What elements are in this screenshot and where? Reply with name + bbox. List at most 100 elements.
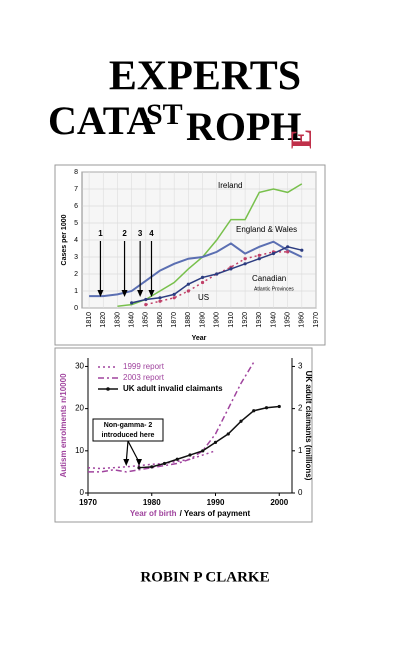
- arrow: [127, 440, 140, 463]
- y-tick-label: 20: [75, 404, 84, 413]
- arrow: [125, 440, 129, 463]
- arrow-label: 1: [98, 229, 103, 238]
- author: ROBIN P CLARKE: [140, 569, 269, 585]
- point: [257, 257, 261, 261]
- annotation-text: introduced here: [102, 432, 155, 439]
- y-tick-label: 5: [74, 220, 78, 227]
- point: [229, 267, 233, 271]
- arrow-head: [148, 290, 155, 297]
- point: [188, 453, 192, 457]
- x-tick-label: 1990: [207, 498, 225, 507]
- arrow-head: [121, 290, 128, 297]
- arrow-head: [97, 290, 104, 297]
- point: [243, 257, 247, 261]
- y-tick-label: 3: [74, 254, 78, 261]
- series-label: US: [198, 293, 209, 302]
- legend-label: UK adult invalid claimants: [123, 384, 223, 393]
- x-tick-label: 1870: [171, 312, 178, 328]
- point: [175, 457, 179, 461]
- x-tick-label: 1930: [256, 312, 263, 328]
- point: [271, 252, 276, 256]
- legend-marker: [106, 387, 110, 391]
- x-tick-label: 1860: [157, 312, 164, 328]
- arrow-head: [123, 459, 130, 466]
- point: [239, 419, 243, 423]
- x-tick-label: 1900: [214, 312, 221, 328]
- series-note: Atlantic Provinces: [254, 286, 294, 292]
- y-axis-label: Cases per 1000: [61, 214, 68, 265]
- point: [215, 272, 219, 276]
- legend-label: 2003 report: [123, 373, 165, 382]
- x-tick-label: 1840: [128, 312, 135, 328]
- point: [158, 299, 162, 303]
- x-axis-label-part: / Years of payment: [180, 509, 251, 518]
- series-label: Ireland: [218, 181, 242, 190]
- y-tick-label: 0: [74, 305, 78, 312]
- x-tick-label: 1920: [242, 312, 249, 328]
- x-tick-label: 1830: [114, 312, 121, 328]
- point: [150, 465, 154, 469]
- title-part: ST: [146, 98, 183, 131]
- y-tick-label: 0: [80, 488, 85, 497]
- point: [158, 296, 162, 300]
- point: [137, 466, 141, 470]
- title-part: E: [285, 129, 318, 149]
- y2-tick-label: 1: [298, 446, 303, 455]
- series-line: [117, 183, 303, 308]
- x-tick-label: 1970: [313, 312, 320, 328]
- title: EXPERTS: [109, 54, 301, 100]
- point: [144, 297, 148, 302]
- x-axis-label: Year: [192, 335, 207, 342]
- arrow-head: [136, 459, 142, 466]
- point: [172, 292, 176, 296]
- y2-tick-label: 2: [298, 404, 303, 413]
- y2-tick-label: 3: [298, 362, 303, 371]
- series-line: [87, 450, 216, 470]
- arrow-label: 3: [138, 229, 143, 238]
- x-tick-label: 1910: [228, 312, 235, 328]
- point: [257, 253, 261, 257]
- point: [286, 250, 290, 254]
- y2-axis-label: UK adult claimants (millions): [304, 371, 313, 481]
- point: [277, 404, 281, 409]
- x-tick-label: 1960: [299, 312, 306, 328]
- point: [226, 432, 230, 436]
- y2-tick-label: 0: [298, 488, 303, 497]
- y-axis-label: Autism enrolments n/10000: [59, 373, 68, 478]
- series-line: [138, 405, 280, 469]
- point: [200, 280, 205, 285]
- x-tick-label: 1820: [100, 312, 107, 328]
- series-line: [88, 361, 255, 473]
- point: [186, 282, 190, 286]
- point: [213, 440, 218, 444]
- point: [264, 406, 269, 410]
- title-part: CATA: [48, 98, 156, 143]
- point: [186, 289, 190, 293]
- y-tick-label: 8: [74, 169, 78, 176]
- x-tick-label: 1810: [86, 312, 93, 328]
- arrow-label: 2: [122, 229, 127, 238]
- point: [286, 245, 290, 249]
- arrow-label: 4: [149, 229, 154, 238]
- x-tick-label: 1890: [199, 312, 206, 328]
- x-axis-label-part: Year of birth: [130, 509, 177, 518]
- arrow-head: [137, 290, 144, 297]
- x-tick-label: 1970: [79, 498, 97, 507]
- x-tick-label: 1880: [185, 312, 192, 328]
- point: [162, 461, 167, 466]
- annotation-text: Non-gamma- 2: [104, 422, 153, 429]
- point: [172, 296, 176, 300]
- title-part: ROPH: [186, 104, 302, 149]
- x-tick-label: 1950: [284, 312, 291, 328]
- x-tick-label: 2000: [270, 498, 288, 507]
- point: [252, 409, 256, 413]
- y-tick-label: 1: [74, 288, 78, 295]
- point: [300, 248, 304, 252]
- y-tick-label: 2: [74, 271, 78, 278]
- y-tick-label: 30: [75, 362, 84, 371]
- y-tick-label: 6: [74, 203, 78, 210]
- x-tick-label: 1940: [270, 312, 277, 328]
- point: [201, 449, 205, 453]
- point: [200, 275, 205, 279]
